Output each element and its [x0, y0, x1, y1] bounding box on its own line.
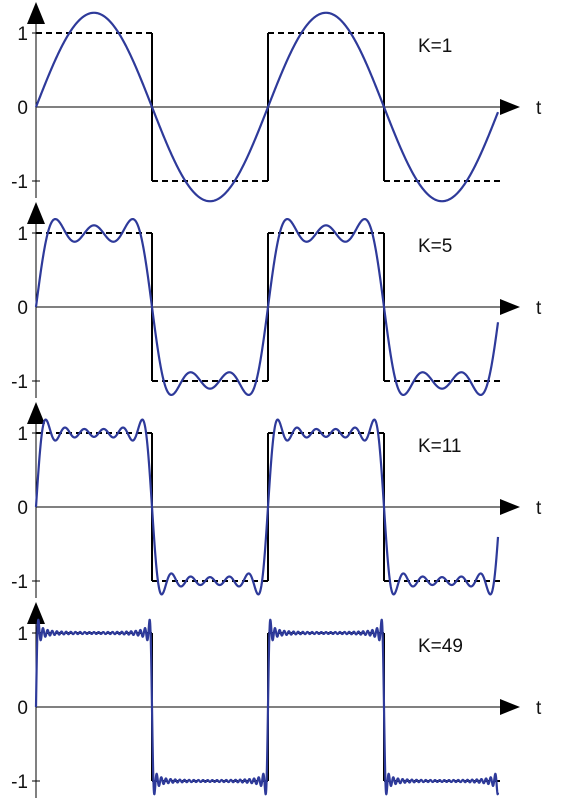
chart-panel-3: t 1 0 -1 K=11 — [11, 402, 542, 598]
x-axis-arrow-icon — [500, 299, 520, 315]
y-axis-arrow-icon — [27, 2, 45, 24]
y-axis-arrow-icon — [27, 202, 45, 224]
harmonics-label: K=1 — [418, 36, 452, 57]
y-tick-label: 0 — [17, 498, 28, 519]
y-tick-label: -1 — [11, 572, 28, 593]
harmonics-label: K=49 — [418, 636, 463, 657]
y-tick-label: 1 — [17, 424, 28, 445]
y-axis-arrow-icon — [27, 402, 45, 424]
chart-panel-4: t 1 0 -1 K=49 — [11, 602, 542, 798]
x-axis-arrow-icon — [500, 699, 520, 715]
chart-panel-2: t 1 0 -1 K=5 — [11, 202, 542, 398]
x-axis-label: t — [536, 698, 542, 719]
chart-panel-1: t 1 0 -1 K=1 — [11, 2, 542, 203]
y-tick-label: -1 — [11, 172, 28, 193]
y-tick-label: 0 — [17, 298, 28, 319]
x-axis-label: t — [536, 298, 542, 319]
y-tick-label: -1 — [11, 372, 28, 393]
harmonics-label: K=5 — [418, 236, 452, 257]
x-axis-arrow-icon — [500, 499, 520, 515]
harmonics-label: K=11 — [418, 436, 462, 457]
fourier-approximation-curve — [34, 217, 500, 397]
y-axis-arrow-icon — [27, 602, 45, 624]
y-tick-label: 1 — [17, 224, 28, 245]
y-tick-label: 1 — [17, 624, 28, 645]
x-axis-label: t — [536, 498, 542, 519]
fourier-approximation-curve — [34, 418, 500, 596]
fourier-approximation-curve — [34, 11, 500, 203]
y-tick-label: 0 — [17, 698, 28, 719]
y-tick-label: -1 — [11, 772, 28, 793]
y-tick-label: 0 — [17, 98, 28, 119]
x-axis-label: t — [536, 98, 542, 119]
fourier-approximation-curve — [34, 618, 500, 796]
y-tick-label: 1 — [17, 24, 28, 45]
x-axis-arrow-icon — [500, 99, 520, 115]
